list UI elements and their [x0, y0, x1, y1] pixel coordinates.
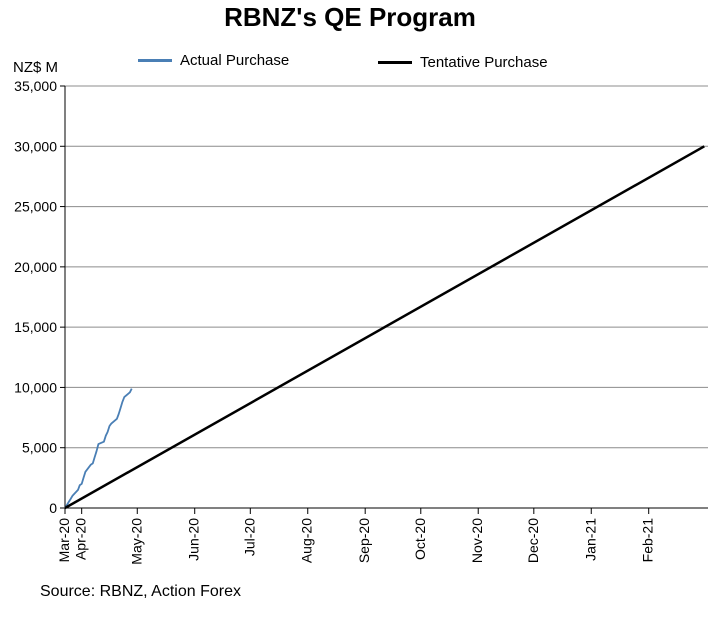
x-tick-label: Sep-20 [356, 518, 372, 563]
legend-label-actual: Actual Purchase [180, 52, 290, 69]
series-line-tentative [64, 145, 705, 510]
y-tick-label: 0 [49, 500, 57, 516]
legend-item-tentative: Tentative Purchase [378, 54, 548, 71]
x-tick-label: Feb-21 [640, 518, 656, 563]
x-tick-label: Oct-20 [412, 518, 428, 560]
x-tick-label: Apr-20 [73, 518, 89, 560]
y-tick-label: 25,000 [14, 199, 57, 215]
y-tick-label: 20,000 [14, 259, 57, 275]
y-tick-label: 15,000 [14, 319, 57, 335]
x-tick-label: May-20 [128, 518, 144, 565]
legend-swatch-actual [138, 59, 172, 62]
x-tick-label: Mar-20 [56, 518, 72, 563]
x-tick-label: Nov-20 [469, 518, 485, 563]
legend-label-tentative: Tentative Purchase [420, 54, 548, 71]
x-tick-label: Dec-20 [525, 518, 541, 563]
y-tick-label: 30,000 [14, 138, 57, 154]
source-note: Source: RBNZ, Action Forex [40, 583, 241, 600]
x-tick-label: Aug-20 [299, 518, 315, 563]
legend-item-actual: Actual Purchase [138, 52, 289, 69]
x-tick-label: Jul-20 [241, 518, 257, 556]
y-tick-label: 10,000 [14, 379, 57, 395]
y-tick-label: 35,000 [14, 78, 57, 94]
series-line-actual [64, 388, 133, 509]
y-tick-label: 5,000 [22, 440, 57, 456]
x-tick-label: Jun-20 [186, 518, 202, 561]
y-axis-unit-label: NZ$ M [13, 59, 58, 76]
legend-swatch-tentative [378, 61, 412, 64]
chart-title: RBNZ's QE Program [224, 2, 476, 32]
x-tick-label: Jan-21 [582, 518, 598, 561]
